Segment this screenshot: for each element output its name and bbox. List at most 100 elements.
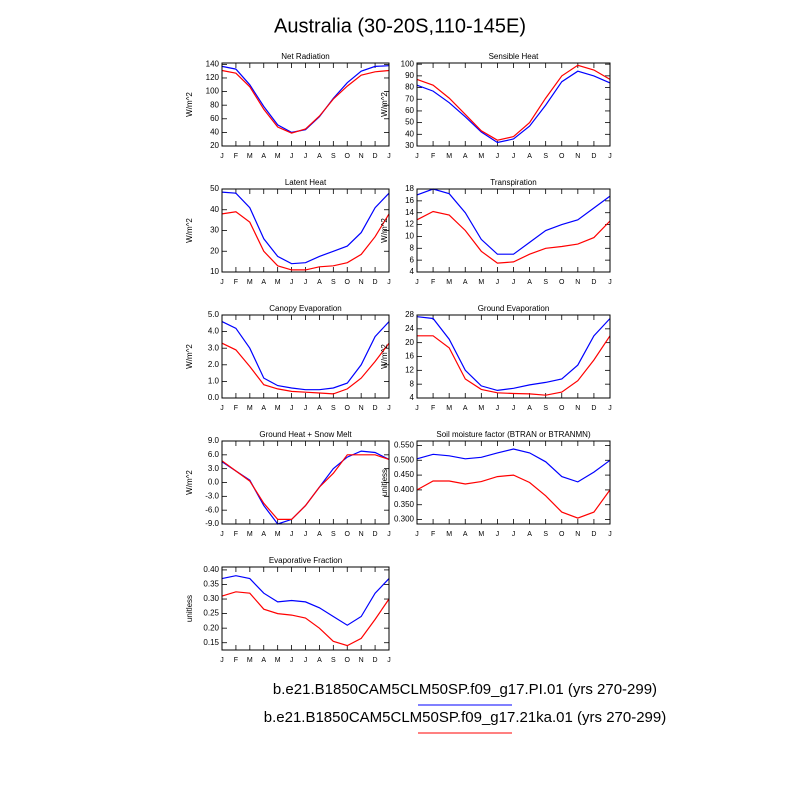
x-tick-label: J — [290, 657, 294, 664]
x-tick-label: J — [415, 279, 419, 286]
x-tick-label: J — [496, 279, 500, 286]
y-tick-label: 28 — [405, 310, 414, 319]
x-tick-label: M — [247, 531, 253, 538]
panel-title: Canopy Evaporation — [269, 304, 342, 313]
y-tick-label: 0.550 — [394, 441, 415, 450]
x-tick-label: N — [359, 531, 364, 538]
y-tick-label: 70 — [405, 94, 414, 103]
x-tick-label: J — [387, 279, 391, 286]
y-tick-label: 4.0 — [208, 327, 220, 336]
x-tick-label: M — [247, 657, 253, 664]
x-tick-label: M — [446, 153, 452, 160]
y-tick-label: 0.35 — [203, 580, 219, 589]
y-axis-label: W/m^2 — [380, 344, 389, 369]
y-tick-label: 3.0 — [208, 343, 220, 352]
x-tick-label: D — [591, 531, 596, 538]
y-tick-label: 12 — [405, 365, 414, 374]
x-tick-label: J — [290, 153, 294, 160]
x-tick-label: J — [290, 531, 294, 538]
y-tick-label: 60 — [210, 114, 219, 123]
x-tick-label: F — [234, 531, 238, 538]
x-tick-label: D — [373, 531, 378, 538]
x-tick-label: S — [331, 405, 336, 412]
x-tick-label: M — [478, 405, 484, 412]
x-tick-label: M — [478, 531, 484, 538]
x-tick-label: A — [463, 531, 468, 538]
x-tick-label: M — [478, 279, 484, 286]
series-line — [416, 64, 611, 141]
x-tick-label: N — [575, 531, 580, 538]
y-tick-label: -9.0 — [205, 519, 219, 528]
y-tick-label: 16 — [405, 196, 414, 205]
legend-label: b.e21.B1850CAM5CLM50SP.f09_g17.PI.01 (yr… — [273, 681, 657, 698]
y-tick-label: 0.30 — [203, 594, 219, 603]
x-tick-label: M — [247, 405, 253, 412]
x-tick-label: J — [512, 279, 516, 286]
x-tick-label: D — [591, 153, 596, 160]
y-tick-label: 2.0 — [208, 360, 220, 369]
x-tick-label: A — [317, 657, 322, 664]
y-tick-label: 40 — [210, 128, 219, 137]
x-tick-label: O — [345, 531, 351, 538]
x-tick-label: F — [431, 531, 435, 538]
x-tick-label: F — [234, 405, 238, 412]
x-tick-label: M — [275, 657, 281, 664]
series-line — [416, 474, 611, 519]
y-tick-label: 80 — [210, 100, 219, 109]
x-tick-label: J — [415, 405, 419, 412]
x-tick-label: D — [591, 279, 596, 286]
x-tick-label: A — [463, 279, 468, 286]
x-tick-label: J — [290, 279, 294, 286]
x-tick-label: D — [373, 405, 378, 412]
y-axis-label: W/m^2 — [185, 470, 194, 495]
y-tick-label: 14 — [405, 208, 414, 217]
plot-frame — [221, 566, 390, 651]
x-tick-label: J — [608, 405, 612, 412]
x-tick-label: O — [559, 279, 565, 286]
plot-frame — [416, 62, 611, 147]
panel-title: Soil moisture factor (BTRAN or BTRANMN) — [436, 430, 591, 439]
x-tick-label: J — [496, 405, 500, 412]
x-tick-label: J — [387, 657, 391, 664]
y-axis-label: W/m^2 — [380, 92, 389, 117]
series-line — [221, 69, 390, 134]
x-tick-label: J — [608, 531, 612, 538]
y-tick-label: 50 — [210, 184, 219, 193]
y-tick-label: 0.500 — [394, 455, 415, 464]
x-tick-label: M — [446, 531, 452, 538]
x-tick-label: M — [275, 279, 281, 286]
x-tick-label: S — [543, 279, 548, 286]
x-tick-label: N — [359, 279, 364, 286]
series-line — [221, 65, 390, 134]
x-tick-label: S — [331, 279, 336, 286]
series-line — [416, 210, 611, 264]
y-tick-label: 100 — [206, 87, 220, 96]
x-tick-label: A — [317, 405, 322, 412]
y-tick-label: 3.0 — [208, 464, 220, 473]
plot-frame — [221, 314, 390, 399]
y-tick-label: 16 — [405, 352, 414, 361]
x-tick-label: S — [331, 657, 336, 664]
x-tick-label: J — [387, 531, 391, 538]
x-tick-label: S — [543, 405, 548, 412]
panel-title: Net Radiation — [281, 52, 329, 61]
x-tick-label: N — [359, 405, 364, 412]
panel-title: Transpiration — [490, 178, 536, 187]
series-line — [221, 191, 390, 265]
y-tick-label: 12 — [405, 220, 414, 229]
y-tick-label: 60 — [405, 106, 414, 115]
y-tick-label: 0.15 — [203, 638, 219, 647]
panel-title: Sensible Heat — [489, 52, 540, 61]
series-line — [221, 342, 390, 395]
series-line — [416, 188, 611, 255]
x-tick-label: S — [331, 531, 336, 538]
x-tick-label: M — [446, 279, 452, 286]
panel-title: Latent Heat — [285, 178, 327, 187]
x-tick-label: F — [234, 153, 238, 160]
x-tick-label: J — [304, 279, 308, 286]
y-axis-label: W/m^2 — [185, 218, 194, 243]
x-tick-label: O — [559, 153, 565, 160]
x-tick-label: A — [463, 405, 468, 412]
plot-frame — [221, 188, 390, 273]
